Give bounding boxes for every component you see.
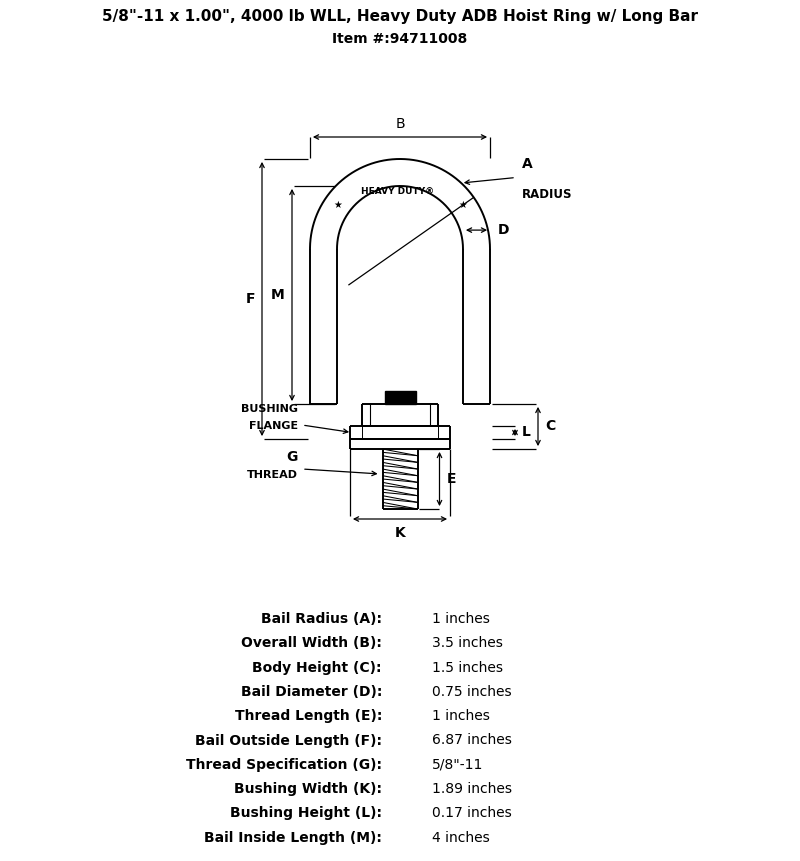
Text: K: K xyxy=(394,526,406,540)
Text: THREAD: THREAD xyxy=(247,470,298,480)
Text: D: D xyxy=(498,223,510,237)
Text: Bail Outside Length (F):: Bail Outside Length (F): xyxy=(195,734,382,747)
Text: Bail Diameter (D):: Bail Diameter (D): xyxy=(241,684,382,699)
Text: 1.89 inches: 1.89 inches xyxy=(432,782,512,796)
Text: F: F xyxy=(246,292,255,306)
Text: RADIUS: RADIUS xyxy=(522,188,573,201)
Text: FLANGE: FLANGE xyxy=(249,421,298,431)
Text: 3.5 inches: 3.5 inches xyxy=(432,636,503,650)
Text: ★: ★ xyxy=(458,200,467,210)
Text: ★: ★ xyxy=(333,200,342,210)
Text: HEAVY DUTY®: HEAVY DUTY® xyxy=(362,187,434,195)
Text: B: B xyxy=(395,117,405,131)
Text: Thread Specification (G):: Thread Specification (G): xyxy=(186,758,382,771)
Text: M: M xyxy=(271,288,285,302)
Text: L: L xyxy=(522,425,531,439)
Text: 6.87 inches: 6.87 inches xyxy=(432,734,512,747)
Text: G: G xyxy=(286,450,298,464)
Text: Bail Inside Length (M):: Bail Inside Length (M): xyxy=(204,831,382,845)
Polygon shape xyxy=(385,391,415,404)
Text: 5/8"-11 x 1.00", 4000 lb WLL, Heavy Duty ADB Hoist Ring w/ Long Bar: 5/8"-11 x 1.00", 4000 lb WLL, Heavy Duty… xyxy=(102,9,698,24)
Text: 0.75 inches: 0.75 inches xyxy=(432,684,512,699)
Text: A: A xyxy=(522,158,533,171)
Text: 0.17 inches: 0.17 inches xyxy=(432,807,512,821)
Text: Thread Length (E):: Thread Length (E): xyxy=(234,709,382,723)
Text: 1 inches: 1 inches xyxy=(432,709,490,723)
Text: 5/8"-11: 5/8"-11 xyxy=(432,758,483,771)
Text: C: C xyxy=(545,419,555,433)
Text: Bushing Width (K):: Bushing Width (K): xyxy=(234,782,382,796)
Text: Overall Width (B):: Overall Width (B): xyxy=(241,636,382,650)
Text: Bail Radius (A):: Bail Radius (A): xyxy=(261,612,382,626)
Text: Body Height (C):: Body Height (C): xyxy=(253,660,382,675)
Text: E: E xyxy=(446,472,456,486)
Text: 1 inches: 1 inches xyxy=(432,612,490,626)
Text: Bushing Height (L):: Bushing Height (L): xyxy=(230,807,382,821)
Text: Item #:94711008: Item #:94711008 xyxy=(332,32,468,46)
Text: 1.5 inches: 1.5 inches xyxy=(432,660,503,675)
Text: BUSHING: BUSHING xyxy=(241,404,298,414)
Text: 4 inches: 4 inches xyxy=(432,831,490,845)
